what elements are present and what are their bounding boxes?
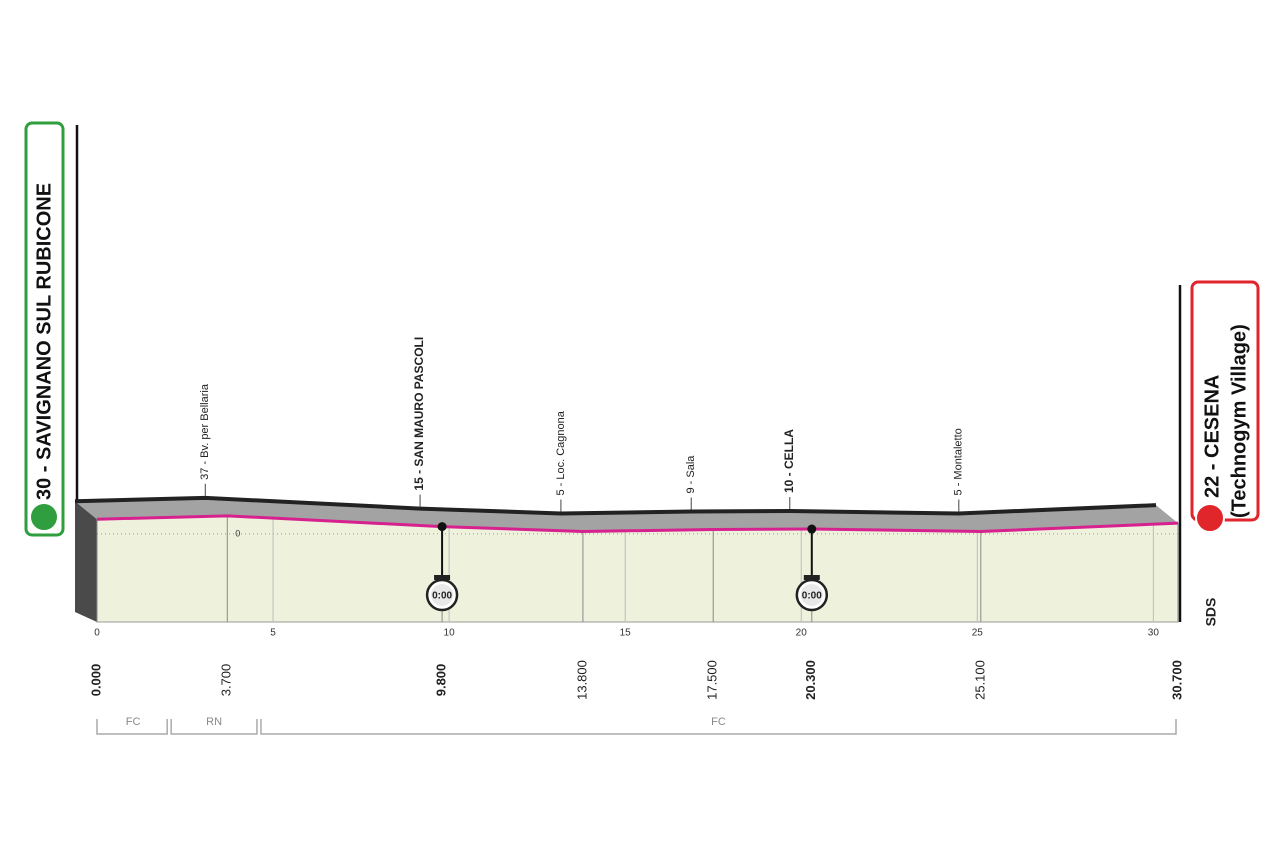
checkpoint-label: 0:00 (432, 591, 452, 602)
stopwatch-crown (434, 575, 451, 580)
x-tick-label: 10 (444, 628, 456, 639)
finish-sublabel: (Technogym Village) (1228, 324, 1250, 518)
y-tick-label: 0 (235, 528, 240, 538)
logo: SDS (1203, 598, 1219, 627)
checkpoint-dot (807, 524, 817, 534)
profile-back (74, 495, 1157, 516)
waypoint-label: 9 - Sala (685, 455, 697, 494)
start-box (24, 121, 65, 537)
waypoint-label: 5 - Montaletto (953, 428, 965, 495)
section-bracket (96, 719, 168, 735)
x-tick-label: 15 (620, 628, 632, 639)
section-label: FC (711, 716, 726, 728)
distance-label: 30.700 (1169, 660, 1184, 700)
distance-label: 9.800 (434, 664, 449, 697)
section-bracket (260, 719, 1177, 735)
x-tick-label: 0 (94, 628, 100, 639)
checkpoint-label: 0:00 (802, 591, 822, 602)
profile-line (96, 514, 1179, 533)
start-label: 30 - SAVIGNANO SUL RUBICONE (33, 183, 55, 500)
x-tick-label: 5 (270, 628, 276, 639)
side-face (75, 501, 97, 622)
waypoint-label: 15 - SAN MAURO PASCOLI (412, 337, 426, 491)
checkpoint-dot (437, 522, 447, 532)
section-bracket (170, 719, 258, 735)
distance-label: 13.800 (574, 660, 589, 700)
finish-box (1190, 280, 1260, 522)
distance-label: 20.300 (803, 660, 818, 700)
x-tick-label: 30 (1148, 628, 1160, 639)
distance-label: 25.100 (972, 660, 987, 700)
section-label: FC (126, 716, 141, 728)
stopwatch-inner (431, 584, 454, 606)
waypoint-label: 10 - CELLA (782, 429, 796, 493)
distance-label: 0.000 (88, 664, 103, 697)
distance-label: 17.500 (705, 660, 720, 700)
waypoint-label: 37 - Bv. per Bellaria (199, 383, 211, 480)
section-label: RN (206, 716, 222, 728)
stopwatch-inner (800, 584, 823, 606)
x-tick-label: 20 (796, 628, 808, 639)
finish-icon (1195, 503, 1225, 533)
finish-label: 22 - CESENA (1201, 375, 1223, 498)
waypoint-label: 5 - Loc. Cagnona (555, 410, 567, 495)
distance-label: 3.700 (219, 664, 234, 697)
stopwatch-crown (803, 575, 820, 580)
start-icon (29, 502, 59, 532)
x-tick-label: 25 (972, 628, 984, 639)
